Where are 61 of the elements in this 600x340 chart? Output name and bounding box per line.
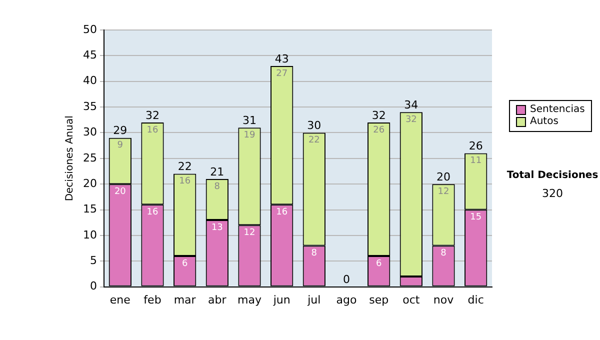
y-axis-title: Decisiones Anual	[64, 116, 76, 202]
total-label: 32	[372, 108, 386, 122]
data-label: 32	[405, 115, 417, 126]
total-label: 34	[404, 98, 418, 112]
text: 320	[541, 187, 564, 200]
y-tick-label: 35	[82, 100, 97, 113]
data-label: 16	[146, 207, 158, 218]
y-tick-label: 5	[90, 254, 97, 267]
x-tick-label: ago	[336, 293, 357, 306]
total-label: 43	[274, 52, 289, 66]
total-label: 31	[242, 114, 256, 127]
total-label: 0	[343, 273, 350, 286]
data-label: 6	[376, 258, 382, 269]
data-label: 8	[214, 182, 220, 192]
total-label: 29	[113, 124, 128, 138]
total-label: 20	[436, 170, 450, 184]
x-tick-label: dic	[468, 293, 484, 306]
data-label: 22	[308, 136, 320, 146]
total-label: 30	[307, 119, 322, 132]
data-label: 6	[182, 258, 188, 269]
y-tick-label: 15	[82, 202, 97, 216]
legend-label: Sentencias	[530, 104, 585, 116]
y-tick-label: 40	[82, 74, 97, 88]
data-label: 12	[244, 228, 256, 238]
data-label: 13	[211, 222, 223, 233]
y-tick-label: 10	[82, 228, 97, 242]
total-label: 21	[210, 165, 224, 178]
y-tick-label: 50	[82, 22, 97, 36]
data-label: 20	[114, 186, 126, 197]
x-tick-label: nov	[433, 293, 454, 306]
x-tick-label: may	[238, 293, 262, 306]
total-label: 22	[178, 160, 192, 174]
data-label: 27	[276, 68, 288, 79]
y-tick-label: 45	[82, 48, 97, 62]
legend-label: Autos	[530, 116, 558, 128]
y-tick-label: 30	[82, 126, 97, 139]
y-tick-label: 20	[82, 176, 97, 190]
data-label: 11	[470, 156, 482, 166]
data-label: 19	[244, 130, 256, 140]
text: Total Decisiones	[506, 170, 600, 181]
x-tick-label: sep	[369, 293, 389, 306]
x-tick-label: ene	[110, 293, 131, 306]
data-label: 9	[117, 140, 124, 151]
data-label: 8	[311, 248, 318, 259]
data-label: 15	[470, 212, 482, 223]
x-tick-label: feb	[144, 293, 162, 306]
total-label: 26	[468, 140, 483, 153]
x-tick-label: mar	[174, 293, 196, 306]
data-label: 8	[440, 248, 447, 259]
data-label: 12	[438, 186, 450, 197]
y-tick-label: 25	[82, 151, 97, 164]
data-label: 16	[146, 125, 158, 136]
x-tick-label: abr	[208, 293, 227, 306]
total-label: 32	[145, 108, 160, 122]
data-label: 16	[179, 176, 191, 187]
x-tick-label: jul	[306, 293, 321, 306]
data-label: 26	[373, 125, 385, 136]
x-tick-label: jun	[272, 293, 290, 306]
y-tick-label: 0	[90, 280, 97, 293]
x-tick-label: oct	[402, 293, 420, 306]
data-label: 16	[276, 207, 288, 218]
